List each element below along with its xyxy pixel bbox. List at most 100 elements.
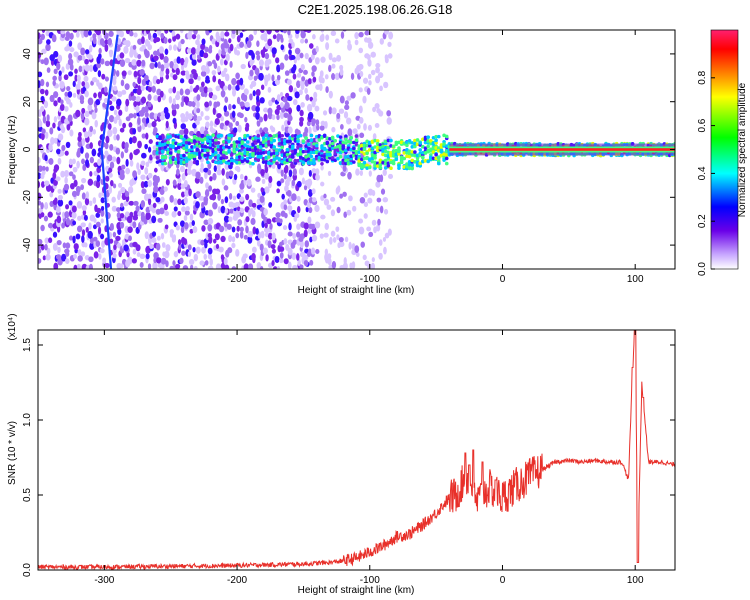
heatmap-cell [180,191,185,198]
heatmap-cell [58,70,62,76]
heatmap-cell [324,74,329,80]
heatmap-cell [320,181,325,187]
heatmap-cell [303,198,308,206]
heatmap-cell [123,45,129,54]
heatmap-cell [77,42,83,50]
heatmap-cell [92,33,97,39]
heatmap-cell [235,153,239,158]
heatmap-cell [167,38,172,44]
heatmap-cell [115,235,121,242]
heatmap-cell [219,133,223,138]
heatmap-cell [113,109,118,116]
heatmap-cell [324,120,328,129]
heatmap-cell [164,211,170,217]
heatmap-cell [108,172,113,178]
heatmap-cell [101,240,106,249]
heatmap-cell [431,141,436,145]
heatmap-cell [144,39,149,47]
heatmap-cell [303,222,309,230]
heatmap-cell [292,239,297,245]
heatmap-cell [67,91,73,98]
heatmap-cell [212,75,217,83]
heatmap-cell [84,58,89,65]
heatmap-cell [117,182,123,188]
heatmap-cell [195,147,200,152]
heatmap-cell [223,124,228,131]
heatmap-cell [152,261,158,269]
heatmap-cell [320,214,326,220]
heatmap-cell [141,96,147,104]
heatmap-cell [292,64,297,72]
heatmap-cell [152,32,158,39]
heatmap-cell [271,47,277,55]
heatmap-cell [203,148,208,153]
heatmap-cell [47,211,53,218]
heatmap-cell [277,133,282,138]
heatmap-cell [239,196,245,202]
heatmap-cell [270,244,276,250]
heatmap-cell [40,105,45,112]
heatmap-cell [103,97,109,104]
heatmap-cell [280,145,284,150]
heatmap-cell [87,97,94,106]
heatmap-cell [171,155,176,160]
heatmap-cell [173,250,179,258]
heatmap-cell [251,210,256,218]
heatmap-cell [340,124,344,130]
heatmap-cell [228,216,233,222]
heatmap-cell [159,90,164,98]
heatmap-cell [284,70,290,76]
heatmap-cell [160,257,167,265]
heatmap-cell [423,146,428,150]
heatmap-cell [367,73,372,80]
heatmap-cell [107,37,113,46]
heatmap-cell [291,155,295,159]
heatmap-cell [219,80,225,89]
heatmap-cell [124,104,129,113]
heatmap-cell [228,38,232,44]
heatmap-cell [271,163,276,169]
heatmap-cell [296,195,301,202]
heatmap-cell [124,211,130,218]
heatmap-cell [85,159,90,167]
heatmap-cell [45,166,49,172]
heatmap-cell [59,124,64,130]
heatmap-cell [223,38,228,47]
heatmap-cell [330,196,336,202]
heatmap-cell [263,113,268,122]
heatmap-cell [200,162,204,170]
heatmap-cell [82,127,87,133]
heatmap-cell [379,174,384,183]
heatmap-cell [38,258,42,264]
heatmap-cell [367,197,373,204]
heatmap-cell [367,147,372,152]
heatmap-cell [115,207,121,213]
heatmap-cell [249,93,253,101]
heatmap-cell [312,76,317,83]
heatmap-cell [378,166,383,170]
heatmap-cell [215,243,220,250]
heatmap-cell [53,91,59,99]
heatmap-cell [226,223,232,230]
heatmap-cell [155,141,160,146]
heatmap-cell [349,135,353,140]
heatmap-cell [137,116,141,125]
heatmap-cell [81,229,86,237]
heatmap-cell [261,178,266,185]
heatmap-cell [57,157,62,165]
heatmap-cell [444,134,449,139]
heatmap-cell [77,80,81,86]
heatmap-cell [272,266,278,269]
heatmap-cell [309,161,314,165]
heatmap-cell [299,233,306,240]
heatmap-cell [52,80,56,86]
heatmap-cell [187,251,192,258]
heatmap-cell [140,160,146,166]
heatmap-cell [336,206,341,214]
heatmap-cell [223,59,228,66]
heatmap-cell [301,139,306,143]
heatmap-cell [112,253,117,259]
heatmap-cell [115,70,120,77]
heatmap-cell [102,257,107,264]
heatmap-cell [91,148,97,157]
